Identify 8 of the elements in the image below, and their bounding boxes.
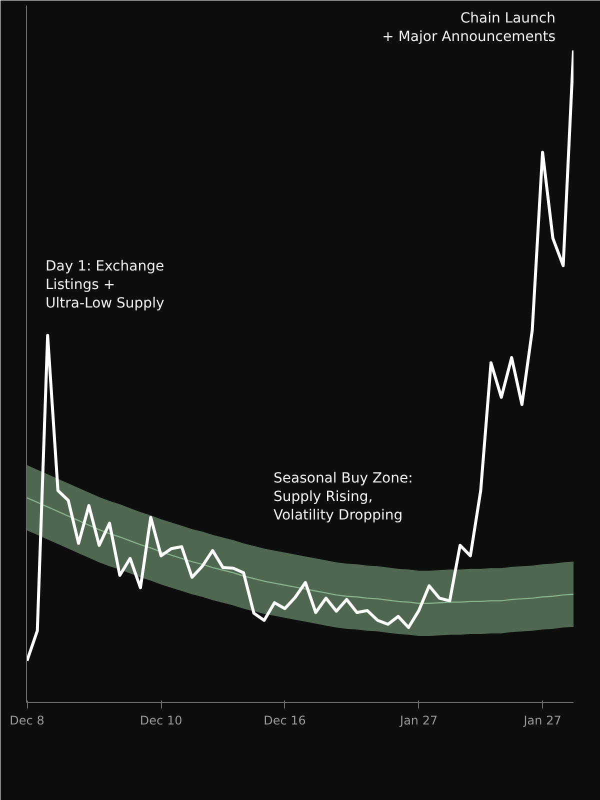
x-tick-label: Dec 10: [140, 714, 182, 728]
x-tick-label: Jan 27: [399, 714, 438, 728]
text: Chain Launch + Major Announcements: [382, 10, 556, 45]
x-tick-label: Jan 27: [522, 714, 562, 728]
annotation: Seasonal Buy Zone: Supply Rising, Volatility Dropping: [274, 470, 413, 524]
x-tick-label: Dec 16: [264, 714, 306, 728]
x-tick-label: Dec 8: [10, 714, 44, 728]
annotation: Day 1: Exchange Listings + Ultra-Low Supply: [46, 258, 164, 312]
